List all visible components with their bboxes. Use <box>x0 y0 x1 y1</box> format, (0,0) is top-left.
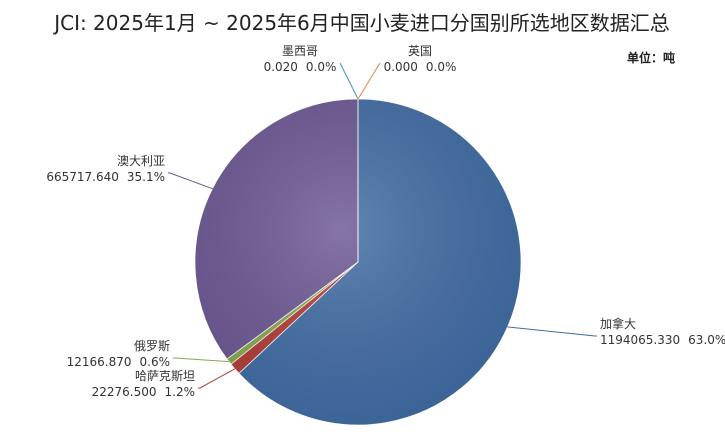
unit-label: 单位：吨 <box>627 50 675 65</box>
leader-line <box>168 172 213 190</box>
leader-line <box>173 357 230 363</box>
leader-line <box>339 62 359 100</box>
percent-label: 0.6% <box>140 355 171 369</box>
value-label: 665717.640 <box>46 170 119 184</box>
value-label: 1194065.330 <box>600 333 680 347</box>
slice-label: 1194065.330 63.0% <box>600 333 725 347</box>
slice-label: 0.000 0.0% <box>384 60 457 74</box>
slice-name: 哈萨克斯坦 <box>135 369 195 383</box>
slice-name: 英国 <box>408 44 432 58</box>
leader-line <box>357 62 381 100</box>
leader-line <box>198 368 236 389</box>
percent-label: 63.0% <box>688 333 725 347</box>
percent-label: 1.2% <box>165 385 196 399</box>
percent-label: 35.1% <box>127 170 165 184</box>
chart-title: JCI: 2025年1月 ~ 2025年6月中国小麦进口分国别所选地区数据汇总 <box>52 11 670 35</box>
slice-name: 加拿大 <box>600 316 636 331</box>
value-label: 0.000 <box>384 60 418 74</box>
slice-name: 俄罗斯 <box>134 339 170 353</box>
value-label: 0.020 <box>264 60 298 74</box>
slice-label: 0.020 0.0% <box>264 60 337 74</box>
percent-label: 0.0% <box>426 60 457 74</box>
value-label: 12166.870 <box>67 355 132 369</box>
percent-label: 0.0% <box>306 60 337 74</box>
slice-name: 澳大利亚 <box>117 154 165 168</box>
slice-label: 665717.640 35.1% <box>46 170 165 184</box>
leader-line <box>507 326 597 337</box>
value-label: 22276.500 <box>92 385 157 399</box>
slice-label: 22276.500 1.2% <box>92 385 195 399</box>
slice-name: 墨西哥 <box>282 44 318 58</box>
slice-label: 12166.870 0.6% <box>67 355 170 369</box>
